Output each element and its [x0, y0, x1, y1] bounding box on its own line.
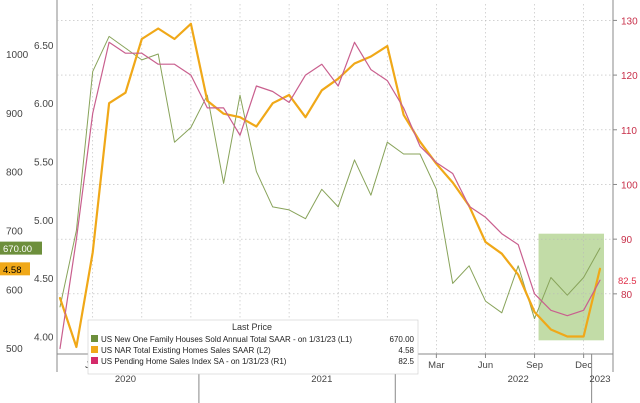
- x-tick-label: Dec: [575, 360, 592, 371]
- legend-swatch: [91, 346, 98, 353]
- legend-swatch: [91, 335, 98, 342]
- last-price-badge-text: 4.58: [3, 265, 22, 276]
- y-tick-label-r1: 90: [621, 235, 633, 246]
- y-tick-label-r1: 110: [621, 126, 637, 137]
- y-tick-label-l2: 5.50: [34, 158, 54, 169]
- legend-title: Last Price: [232, 322, 272, 332]
- x-tick-label: Sep: [526, 360, 543, 371]
- last-price-badge-text: 82.5: [618, 276, 637, 287]
- x-year-label: 2020: [115, 374, 136, 385]
- last-price-badge: 670.00: [0, 241, 42, 255]
- highlight-box: [538, 233, 604, 341]
- series-layer: [58, 22, 602, 350]
- legend-label: US Pending Home Sales Index SA - on 1/31…: [101, 357, 287, 366]
- y-tick-label-l2: 4.00: [34, 333, 54, 344]
- y-tick-label-r1: 100: [621, 180, 638, 191]
- legend-value: 82.5: [398, 357, 414, 366]
- y-tick-label-l1: 500: [6, 344, 23, 355]
- last-price-badge-bg: [615, 273, 640, 287]
- y-tick-label-l1: 1000: [6, 50, 29, 61]
- series-line-1: [59, 35, 601, 320]
- y-tick-label-l2: 6.50: [34, 41, 54, 52]
- last-price-badge-bg: [0, 262, 30, 276]
- legend-label: US NAR Total Existing Homes Sales SAAR (…: [101, 346, 271, 355]
- legend-box: [87, 319, 419, 375]
- legend-value: 670.00: [390, 335, 415, 344]
- y-tick-label-l2: 6.00: [34, 99, 54, 110]
- y-tick-label-r1: 130: [621, 16, 638, 27]
- y-tick-label-l1: 700: [6, 226, 23, 237]
- badge-layer: 670.00 4.58 82.5: [0, 241, 640, 287]
- x-tick-label: Jun: [478, 360, 493, 371]
- legend-label: US New One Family Houses Sold Annual Tot…: [101, 335, 352, 344]
- y-tick-label-l1: 800: [6, 168, 23, 179]
- y-tick-label-l1: 600: [6, 285, 23, 296]
- last-price-badge: 4.58: [0, 262, 30, 276]
- y-tick-label-r1: 120: [621, 71, 638, 82]
- last-price-badge: 82.5: [615, 273, 640, 287]
- x-year-label: 2021: [311, 374, 332, 385]
- y-tick-label-l1: 900: [6, 109, 23, 120]
- x-tick-label: Mar: [428, 360, 444, 371]
- legend-swatch: [91, 357, 98, 364]
- series-line-2: [58, 22, 602, 349]
- y-tick-label-l2: 5.00: [34, 216, 54, 227]
- series-line-3: [59, 41, 601, 350]
- legend: Last Price US New One Family Houses Sold …: [87, 319, 419, 375]
- last-price-badge-bg: [0, 241, 42, 255]
- highlight-layer: [538, 233, 604, 341]
- x-year-label: 2023: [589, 374, 610, 385]
- x-year-label: 2022: [508, 374, 529, 385]
- y-tick-label-r1: 80: [621, 290, 633, 301]
- y-tick-label-l2: 4.50: [34, 274, 54, 285]
- legend-value: 4.58: [398, 346, 414, 355]
- last-price-badge-text: 670.00: [3, 244, 32, 255]
